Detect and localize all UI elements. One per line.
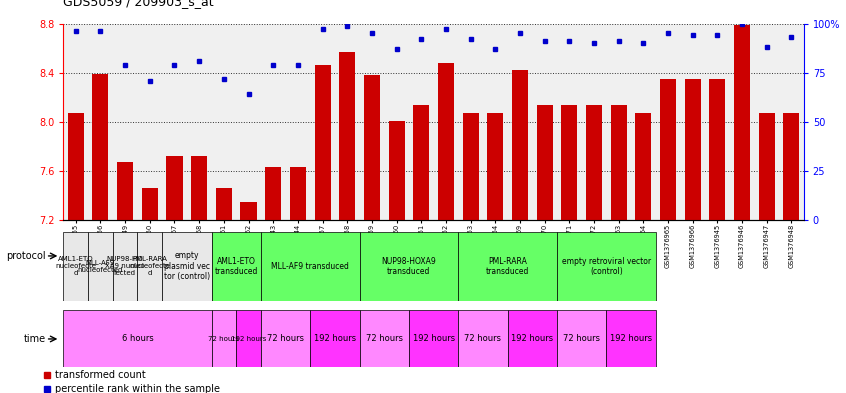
Text: AML1-ETO
nucleofecte
d: AML1-ETO nucleofecte d <box>55 256 96 276</box>
Bar <box>536 105 552 220</box>
Bar <box>162 232 212 301</box>
Bar <box>459 310 508 367</box>
Bar <box>660 79 676 220</box>
Bar <box>265 167 281 220</box>
Bar <box>557 232 656 301</box>
Bar <box>315 65 331 220</box>
Bar <box>360 232 459 301</box>
Bar <box>88 232 113 301</box>
Bar <box>212 232 261 301</box>
Bar <box>438 63 454 220</box>
Bar <box>240 202 256 220</box>
Bar <box>635 113 651 220</box>
Text: GDS5059 / 209903_s_at: GDS5059 / 209903_s_at <box>63 0 214 8</box>
Bar <box>339 52 355 220</box>
Text: MLL-AF9
nucleofected: MLL-AF9 nucleofected <box>78 260 124 273</box>
Text: 72 hours: 72 hours <box>563 334 600 343</box>
Bar <box>63 310 211 367</box>
Text: 72 hours: 72 hours <box>267 334 304 343</box>
Bar <box>734 25 750 220</box>
Text: time: time <box>24 334 46 344</box>
Bar <box>463 113 479 220</box>
Bar <box>512 70 528 220</box>
Text: 192 hours: 192 hours <box>314 334 356 343</box>
Bar <box>459 232 557 301</box>
Bar <box>360 310 409 367</box>
Bar <box>759 113 775 220</box>
Text: AML1-ETO
transduced: AML1-ETO transduced <box>215 257 258 276</box>
Text: NUP98-HOXA9
transduced: NUP98-HOXA9 transduced <box>382 257 437 276</box>
Text: 192 hours: 192 hours <box>511 334 553 343</box>
Bar <box>709 79 725 220</box>
Text: 192 hours: 192 hours <box>231 336 266 342</box>
Text: percentile rank within the sample: percentile rank within the sample <box>55 384 220 393</box>
Bar <box>68 113 84 220</box>
Bar <box>216 188 232 220</box>
Text: PML-RARA
nucleofecte
d: PML-RARA nucleofecte d <box>129 256 170 276</box>
Bar <box>113 232 137 301</box>
Bar <box>413 105 429 220</box>
Text: PML-RARA
transduced: PML-RARA transduced <box>486 257 530 276</box>
Bar <box>783 113 799 220</box>
Bar <box>137 232 162 301</box>
Bar <box>409 310 459 367</box>
Text: protocol: protocol <box>6 251 46 261</box>
Bar <box>487 113 503 220</box>
Bar <box>63 232 88 301</box>
Bar <box>364 75 380 220</box>
Bar <box>92 74 108 220</box>
Bar <box>508 310 557 367</box>
Bar <box>261 232 360 301</box>
Text: 72 hours: 72 hours <box>464 334 502 343</box>
Bar <box>212 310 236 367</box>
Bar <box>684 79 700 220</box>
Text: empty retroviral vector
(control): empty retroviral vector (control) <box>562 257 651 276</box>
Bar <box>191 156 207 220</box>
Bar <box>607 310 656 367</box>
Text: transformed count: transformed count <box>55 370 146 380</box>
Bar <box>586 105 602 220</box>
Bar <box>310 310 360 367</box>
Bar <box>557 310 607 367</box>
Text: MLL-AF9 transduced: MLL-AF9 transduced <box>272 262 349 271</box>
Text: 192 hours: 192 hours <box>610 334 652 343</box>
Bar <box>142 188 158 220</box>
Bar <box>261 310 310 367</box>
Bar <box>388 121 404 220</box>
Text: empty
plasmid vec
tor (control): empty plasmid vec tor (control) <box>164 252 210 281</box>
Bar <box>236 310 261 367</box>
Text: 6 hours: 6 hours <box>122 334 153 343</box>
Bar <box>561 105 577 220</box>
Text: 72 hours: 72 hours <box>365 334 403 343</box>
Text: NUP98-HO
XA9 nucleo
fected: NUP98-HO XA9 nucleo fected <box>105 256 145 276</box>
Bar <box>167 156 183 220</box>
Text: 72 hours: 72 hours <box>208 336 239 342</box>
Bar <box>290 167 306 220</box>
Bar <box>117 162 133 220</box>
Bar <box>611 105 627 220</box>
Text: 192 hours: 192 hours <box>413 334 454 343</box>
